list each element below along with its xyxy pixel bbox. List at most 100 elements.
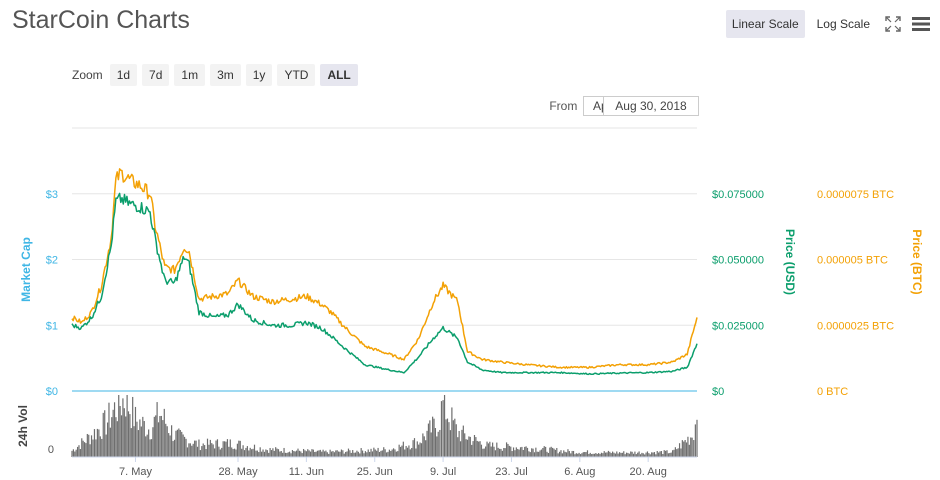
to-date-input[interactable] — [603, 96, 699, 116]
volume-bar — [391, 449, 393, 457]
volume-bar — [676, 449, 678, 457]
volume-bar — [72, 449, 74, 457]
volume-bar — [262, 449, 264, 457]
volume-bar — [673, 449, 675, 457]
volume-bar — [618, 452, 621, 457]
volume-bar — [165, 423, 167, 457]
volume-bar — [687, 436, 689, 457]
log-scale-button[interactable]: Log Scale — [816, 17, 870, 31]
volume-bar — [655, 454, 657, 457]
volume-bar — [148, 429, 150, 457]
volume-bar — [284, 452, 287, 457]
volume-bar — [522, 449, 524, 457]
volume-bar — [480, 444, 483, 457]
volume-bar — [252, 448, 254, 457]
zoom-1m-button[interactable]: 1m — [174, 64, 206, 86]
volume-bar — [429, 420, 431, 457]
volume-bar — [92, 439, 94, 457]
volume-bar — [101, 438, 103, 457]
volume-bar — [462, 425, 464, 457]
volume-bar — [160, 415, 162, 457]
volume-bar — [188, 443, 190, 457]
volume-bar — [294, 451, 296, 457]
volume-bar — [459, 441, 462, 457]
volume-bar — [605, 452, 607, 457]
volume-bar — [505, 442, 508, 457]
volume-bar — [425, 440, 427, 457]
volume-bar — [577, 453, 579, 457]
volume-bar — [581, 453, 583, 457]
volume-bar — [411, 447, 413, 457]
volume-bar — [245, 447, 247, 457]
volume-bar — [589, 452, 591, 457]
volume-bar — [592, 453, 594, 457]
zoom-all-button[interactable]: ALL — [320, 64, 358, 86]
volume-bar — [405, 445, 407, 457]
volume-bar — [663, 450, 665, 457]
volume-bar — [423, 436, 425, 457]
volume-bar — [175, 430, 177, 457]
volume-bar — [681, 440, 683, 457]
volume-bar — [454, 418, 456, 457]
volume-bar — [96, 428, 98, 457]
volume-bar — [558, 451, 561, 457]
volume-bar — [422, 433, 424, 457]
volume-bar — [280, 451, 282, 457]
volume-bar — [159, 416, 161, 457]
fullscreen-icon[interactable] — [882, 13, 904, 35]
zoom-1y-button[interactable]: 1y — [245, 64, 273, 86]
volume-bar — [205, 449, 207, 457]
volume-bar — [157, 422, 160, 457]
volume-bar — [219, 449, 221, 457]
zoom-1d-button[interactable]: 1d — [109, 64, 138, 86]
volume-bar — [582, 452, 584, 457]
volume-bar — [468, 436, 470, 457]
volume-bar — [627, 452, 629, 457]
volume-bar — [483, 448, 485, 457]
volume-bar — [634, 451, 636, 457]
volume-bar — [667, 453, 670, 457]
linear-scale-button[interactable]: Linear Scale — [725, 10, 805, 38]
volume-bar — [514, 450, 516, 457]
volume-bar — [228, 446, 230, 457]
volume-bar — [557, 453, 559, 457]
volume-bar — [602, 453, 604, 457]
volume-bar — [255, 450, 257, 457]
zoom-ytd-button[interactable]: YTD — [277, 64, 316, 86]
volume-bar — [665, 450, 667, 457]
from-label: From — [549, 99, 578, 113]
volume-bar — [409, 449, 411, 457]
volume-bar — [226, 439, 229, 457]
volume-bar — [436, 436, 438, 457]
volume-bar — [415, 448, 417, 457]
volume-bar — [525, 446, 527, 457]
volume-bar — [656, 451, 658, 457]
volume-bar — [638, 451, 640, 457]
volume-bar — [178, 428, 180, 457]
volume-bar — [98, 429, 100, 457]
volume-bar — [504, 448, 506, 457]
volume-bar — [553, 448, 555, 457]
volume-bar — [437, 431, 439, 457]
zoom-7d-button[interactable]: 7d — [142, 64, 170, 86]
volume-bar — [323, 451, 326, 457]
scale-toggle: Linear Scale Log Scale — [725, 10, 932, 38]
zoom-label: Zoom — [72, 68, 103, 82]
volume-bar — [683, 441, 685, 457]
menu-icon[interactable] — [910, 13, 932, 35]
volume-bar — [142, 416, 144, 457]
volume-bar — [119, 406, 121, 457]
zoom-3m-button[interactable]: 3m — [210, 64, 241, 86]
volume-bar — [662, 453, 664, 457]
volume-bar — [192, 443, 194, 457]
volume-bar — [229, 439, 231, 457]
volume-bar — [694, 424, 696, 457]
volume-bar — [579, 454, 582, 457]
volume-bar — [653, 452, 656, 457]
volume-bar — [578, 452, 580, 457]
volume-bar — [586, 450, 589, 457]
volume-bar — [95, 439, 97, 457]
btc-tick-label: 0.000005 BTC — [817, 255, 888, 267]
volume-bar — [134, 406, 137, 457]
volume-bar — [419, 442, 421, 457]
